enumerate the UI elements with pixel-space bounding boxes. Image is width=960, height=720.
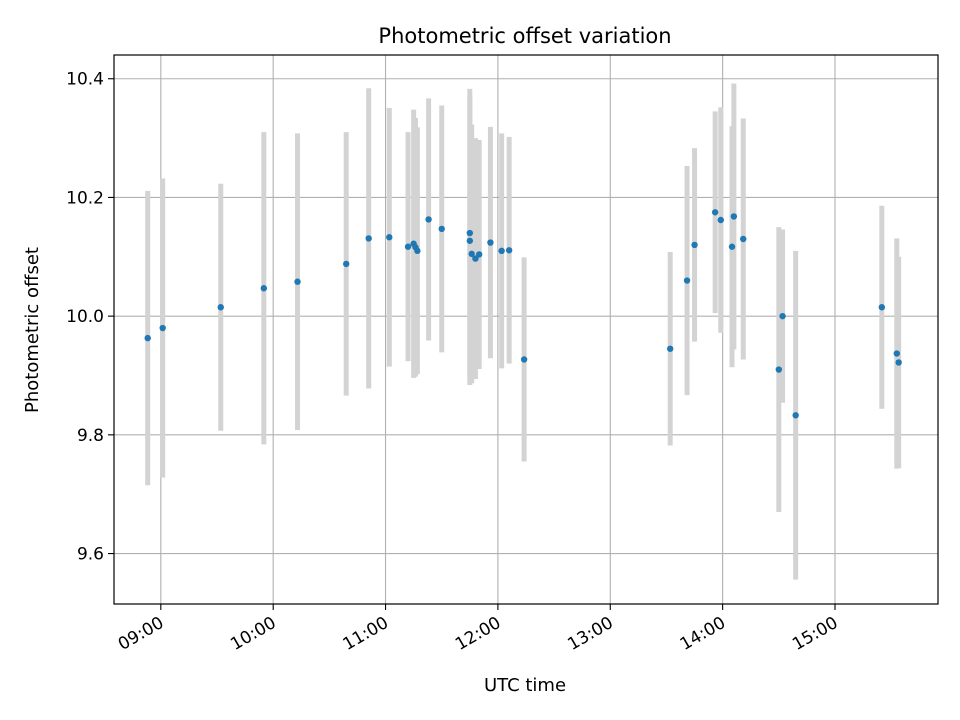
data-point — [792, 412, 799, 419]
y-axis-title: Photometric offset — [22, 247, 43, 413]
y-tick-label: 9.6 — [77, 545, 104, 565]
data-point — [144, 334, 151, 342]
data-point — [260, 285, 268, 292]
data-point — [386, 234, 393, 241]
data-point — [472, 255, 479, 262]
data-point — [468, 250, 475, 258]
data-point — [775, 366, 783, 373]
y-tick-label: 10.2 — [66, 188, 104, 208]
data-point — [717, 216, 724, 224]
data-point — [217, 304, 224, 311]
y-tick-label: 10.0 — [66, 307, 104, 327]
data-point — [466, 229, 474, 237]
data-point — [779, 312, 786, 320]
chart-title: Photometric offset variation — [378, 24, 671, 48]
data-point — [404, 243, 412, 250]
data-point — [438, 225, 445, 233]
data-point — [728, 243, 736, 250]
data-point — [520, 356, 528, 363]
data-point — [683, 277, 691, 284]
data-point — [893, 350, 900, 357]
y-tick-label: 10.4 — [66, 70, 104, 90]
data-point — [740, 235, 747, 243]
x-axis-title: UTC time — [484, 675, 566, 696]
data-point — [691, 241, 698, 249]
data-point — [711, 209, 719, 216]
data-point — [895, 359, 902, 366]
plot-frame — [113, 54, 939, 605]
y-tick-label: 9.8 — [77, 426, 104, 446]
data-point — [343, 260, 350, 268]
data-point — [505, 247, 513, 254]
data-point — [498, 247, 505, 255]
data-point — [667, 345, 674, 352]
data-point — [487, 239, 494, 246]
data-point — [414, 247, 421, 255]
data-point — [878, 304, 886, 311]
data-point — [294, 278, 301, 285]
data-point — [159, 324, 166, 332]
data-point — [425, 216, 432, 223]
point-layer — [144, 209, 902, 419]
data-point — [475, 251, 483, 258]
data-point — [466, 237, 474, 244]
data-point — [365, 235, 372, 242]
data-point — [730, 213, 738, 220]
